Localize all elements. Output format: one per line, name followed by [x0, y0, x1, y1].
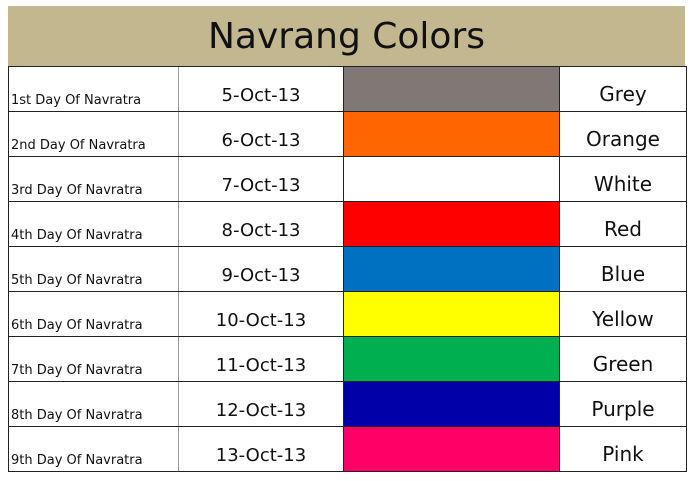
- table-row: 6th Day Of Navratra 10-Oct-13 Yellow: [9, 291, 686, 336]
- color-name-cell: White: [593, 172, 653, 196]
- color-name-cell: Green: [592, 352, 654, 376]
- day-cell: 1st Day Of Navratra: [9, 67, 179, 111]
- title-banner: Navrang Colors: [8, 6, 685, 66]
- day-cell: 7th Day Of Navratra: [9, 337, 179, 381]
- color-name-cell: Blue: [600, 262, 646, 286]
- table-row: 9th Day Of Navratra 13-Oct-13 Pink: [9, 426, 686, 471]
- color-name-cell: Purple: [591, 397, 655, 421]
- date-cell: 8-Oct-13: [179, 202, 344, 246]
- color-name-cell: Yellow: [592, 307, 654, 331]
- color-swatch: [344, 337, 560, 381]
- date-cell: 13-Oct-13: [179, 427, 344, 471]
- color-name-cell: Orange: [586, 127, 660, 151]
- date-cell: 10-Oct-13: [179, 292, 344, 336]
- day-cell: 2nd Day Of Navratra: [9, 112, 179, 156]
- color-swatch: [344, 202, 560, 246]
- color-swatch: [344, 427, 560, 471]
- date-cell: 6-Oct-13: [179, 112, 344, 156]
- date-cell: 11-Oct-13: [179, 337, 344, 381]
- table-row: 8th Day Of Navratra 12-Oct-13 Purple: [9, 381, 686, 426]
- color-swatch: [344, 292, 560, 336]
- day-cell: 9th Day Of Navratra: [9, 427, 179, 471]
- color-swatch: [344, 157, 560, 201]
- colors-table: 1st Day Of Navratra 5-Oct-13 Grey 2nd Day O…: [8, 66, 687, 472]
- table-row: 5th Day Of Navratra 9-Oct-13 Blue: [9, 246, 686, 291]
- color-swatch: [344, 382, 560, 426]
- date-cell: 9-Oct-13: [179, 247, 344, 291]
- color-name-cell: Grey: [599, 82, 647, 106]
- day-cell: 8th Day Of Navratra: [9, 382, 179, 426]
- date-cell: 5-Oct-13: [179, 67, 344, 111]
- day-cell: 6th Day Of Navratra: [9, 292, 179, 336]
- table-row: 3rd Day Of Navratra 7-Oct-13 White: [9, 156, 686, 201]
- color-name-cell: Red: [604, 217, 642, 241]
- day-cell: 4th Day Of Navratra: [9, 202, 179, 246]
- page-title: Navrang Colors: [207, 15, 485, 57]
- day-cell: 3rd Day Of Navratra: [9, 157, 179, 201]
- color-name-cell: Pink: [602, 442, 644, 466]
- color-swatch: [344, 247, 560, 291]
- date-cell: 12-Oct-13: [179, 382, 344, 426]
- date-cell: 7-Oct-13: [179, 157, 344, 201]
- color-swatch: [344, 112, 560, 156]
- table-row: 7th Day Of Navratra 11-Oct-13 Green: [9, 336, 686, 381]
- table-row: 2nd Day Of Navratra 6-Oct-13 Orange: [9, 111, 686, 156]
- day-cell: 5th Day Of Navratra: [9, 247, 179, 291]
- color-swatch: [344, 67, 560, 111]
- table-row: 1st Day Of Navratra 5-Oct-13 Grey: [9, 66, 686, 111]
- table-row: 4th Day Of Navratra 8-Oct-13 Red: [9, 201, 686, 246]
